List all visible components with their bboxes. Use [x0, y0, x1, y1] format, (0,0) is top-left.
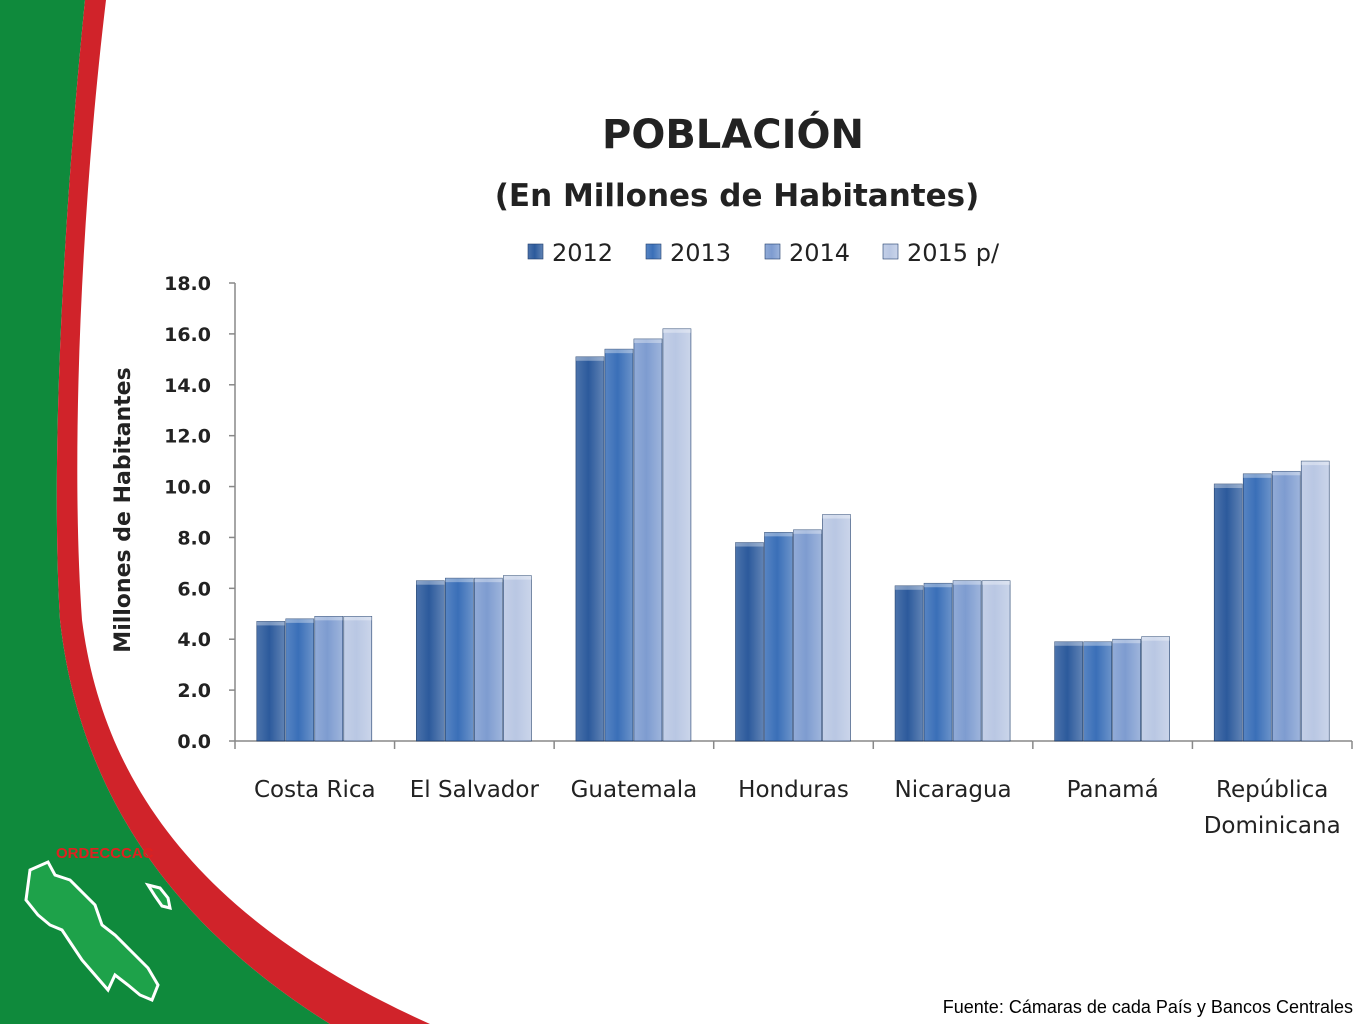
y-tick-label: 10.0	[164, 477, 211, 499]
logo-label: ORDECCCAC	[56, 845, 154, 862]
bar	[894, 585, 924, 742]
bar-top-highlight	[1301, 461, 1330, 466]
bar-top-highlight	[604, 349, 633, 354]
category-label: Panamá	[1067, 777, 1159, 803]
bar	[416, 580, 445, 742]
legend-label: 2012	[552, 239, 613, 267]
bar	[1054, 641, 1083, 742]
bar	[445, 577, 474, 742]
bar-top-highlight	[924, 583, 953, 588]
bar	[1300, 460, 1330, 742]
category-label: Guatemala	[571, 777, 698, 803]
source-note: Fuente: Cámaras de cada País y Bancos Ce…	[942, 997, 1353, 1017]
green-band	[0, 0, 330, 1024]
bar	[1242, 473, 1272, 742]
bar-top-highlight	[285, 618, 314, 623]
bar	[633, 338, 663, 742]
y-tick-label: 4.0	[177, 629, 211, 651]
bar-top-highlight	[735, 542, 764, 547]
bar-top-highlight	[793, 529, 822, 534]
bar	[923, 582, 953, 742]
bar	[793, 529, 822, 742]
bar	[575, 356, 605, 742]
bar-top-highlight	[314, 616, 343, 621]
legend-label: 2014	[789, 239, 850, 267]
chart-title: POBLACIÓN	[602, 110, 864, 158]
category-label: Nicaragua	[894, 777, 1011, 803]
bar	[662, 328, 692, 742]
category-labels: Costa Rica El Salvador Guatemala Honduras Ni…	[254, 777, 1341, 839]
bar-top-highlight	[764, 532, 793, 537]
category-label: República Dominicana	[1204, 777, 1341, 839]
legend-swatch	[882, 243, 899, 260]
bar	[343, 616, 373, 742]
chart-legend: 2012 2013 2014 2015 p/	[527, 239, 1000, 267]
legend-swatch	[527, 243, 544, 260]
bar-top-highlight	[503, 575, 532, 580]
bar	[1141, 636, 1170, 742]
category-label: Honduras	[738, 777, 849, 803]
bar	[952, 580, 982, 742]
y-tick-label: 0.0	[177, 731, 211, 753]
bar-top-highlight	[895, 585, 924, 590]
bar-top-highlight	[256, 621, 285, 626]
y-tick-label: 18.0	[164, 273, 211, 295]
legend-swatch	[645, 243, 662, 260]
bar	[604, 348, 634, 742]
bar	[314, 616, 344, 742]
y-tick-label: 2.0	[177, 680, 211, 702]
bar-top-highlight	[445, 578, 474, 583]
y-axis-label: Millones de Habitantes	[111, 367, 136, 652]
bar-top-highlight	[1141, 636, 1170, 641]
bar-top-highlight	[1272, 471, 1301, 476]
bar	[764, 532, 793, 742]
red-band	[56, 0, 430, 1024]
bar	[503, 575, 532, 742]
bar-top-highlight	[474, 578, 503, 583]
bar-top-highlight	[416, 580, 445, 585]
bar	[1112, 638, 1141, 742]
y-tick-label: 8.0	[177, 527, 211, 549]
y-tick-label: 12.0	[164, 426, 211, 448]
bar-top-highlight	[1112, 639, 1141, 644]
bar-top-highlight	[575, 356, 604, 361]
y-tick-label: 16.0	[164, 324, 211, 346]
bar-top-highlight	[1083, 641, 1112, 646]
bar-top-highlight	[633, 338, 662, 343]
bar-top-highlight	[982, 580, 1011, 585]
x-ticks	[234, 741, 1353, 749]
y-tick-label: 6.0	[177, 578, 211, 600]
bar-top-highlight	[662, 328, 691, 333]
bar-top-highlight	[1214, 484, 1243, 489]
bar-top-highlight	[1054, 641, 1083, 646]
bar	[735, 542, 764, 742]
central-america-map-icon	[24, 860, 172, 1002]
bar	[256, 621, 286, 742]
bar	[981, 580, 1011, 742]
bar	[285, 618, 315, 742]
bars	[256, 328, 1330, 742]
bar	[1083, 641, 1112, 742]
legend-label: 2015 p/	[907, 239, 1000, 267]
bar-top-highlight	[822, 514, 851, 519]
y-tick-label: 14.0	[164, 375, 211, 397]
category-label: Costa Rica	[254, 777, 376, 803]
bar-top-highlight	[343, 616, 372, 621]
legend-label: 2013	[670, 239, 731, 267]
bar-top-highlight	[1243, 473, 1272, 478]
legend-swatch	[764, 243, 781, 260]
bar	[822, 514, 851, 742]
bar	[1213, 483, 1243, 742]
category-label: El Salvador	[410, 777, 540, 803]
chart-subtitle: (En Millones de Habitantes)	[495, 178, 980, 214]
y-ticks: 0.0 2.0 4.0 6.0 8.0 10.0 12.0 14.0 16.0 18.0	[164, 273, 235, 753]
bar	[474, 577, 503, 742]
bar	[1271, 470, 1301, 742]
bar-top-highlight	[953, 580, 982, 585]
